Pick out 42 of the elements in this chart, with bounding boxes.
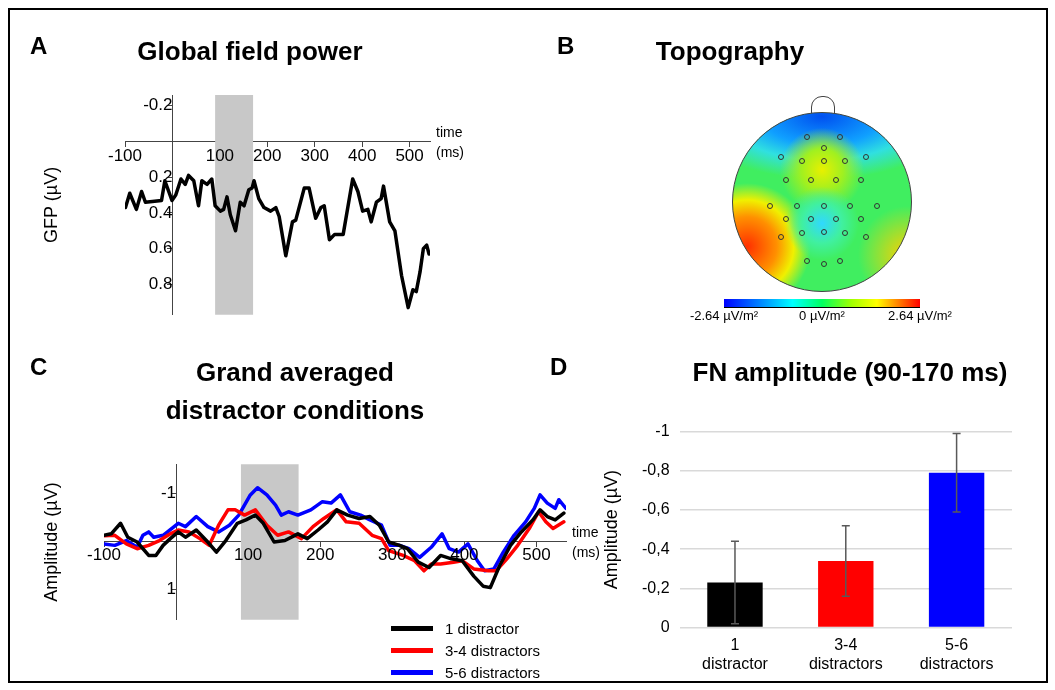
y-tick-label: -0,2	[641, 578, 670, 596]
x-tick-label: 1 distractor	[702, 635, 769, 672]
x-tick-label: 100	[205, 145, 235, 165]
y-axis-title: GFP (µV)	[40, 166, 61, 243]
x-tick-label: 500	[522, 545, 551, 565]
y-tick-label: -1	[655, 422, 670, 440]
y-tick-label: 0.8	[148, 274, 173, 294]
y-tick-label: -1	[160, 482, 177, 502]
chart-title: FN amplitude (90-170 ms)	[691, 356, 1009, 389]
x-tick-label: 5-6 distractors	[919, 635, 994, 672]
x-axis-title: time (ms)	[572, 523, 600, 560]
y-axis-title: Amplitude (µV)	[40, 482, 61, 602]
x-tick-label: 3-4 distractors	[808, 635, 883, 672]
text: C	[30, 353, 48, 381]
y-axis-title: Amplitude (µV)	[600, 469, 621, 590]
text: D	[550, 353, 568, 381]
text: Topography	[654, 35, 806, 68]
x-tick-label: 300	[300, 145, 329, 165]
x-tick-label: 200	[253, 145, 282, 165]
text: A	[30, 32, 48, 60]
x-tick-label: 500	[395, 145, 424, 165]
y-tick-label: -0,6	[641, 500, 670, 518]
x-tick-label: 200	[306, 545, 335, 565]
x-tick-label: 400	[347, 145, 377, 165]
text: -2.64 µV/m²	[688, 308, 760, 323]
chart-title: Global field power	[136, 35, 364, 68]
legend-label: 1 distractor	[444, 619, 520, 637]
text: 0 µV/m²	[798, 308, 846, 323]
x-tick-label: -100	[107, 145, 143, 165]
y-tick-label: 0.6	[148, 238, 173, 258]
y-tick-label: -0,8	[641, 461, 670, 479]
y-tick-label: -0,4	[641, 539, 670, 557]
x-tick-label: 100	[233, 545, 263, 565]
x-tick-label: -100	[86, 545, 122, 565]
chart-title: Grand averaged distractor conditions	[164, 356, 426, 427]
text: 2.64 µV/m²	[887, 308, 953, 323]
y-tick-label: 0	[660, 618, 670, 636]
y-tick-label: 1	[166, 578, 177, 598]
y-tick-label: 0.4	[148, 202, 173, 222]
text: B	[557, 32, 575, 60]
y-tick-label: -0.2	[143, 95, 173, 115]
x-axis-title: time (ms)	[436, 124, 464, 161]
